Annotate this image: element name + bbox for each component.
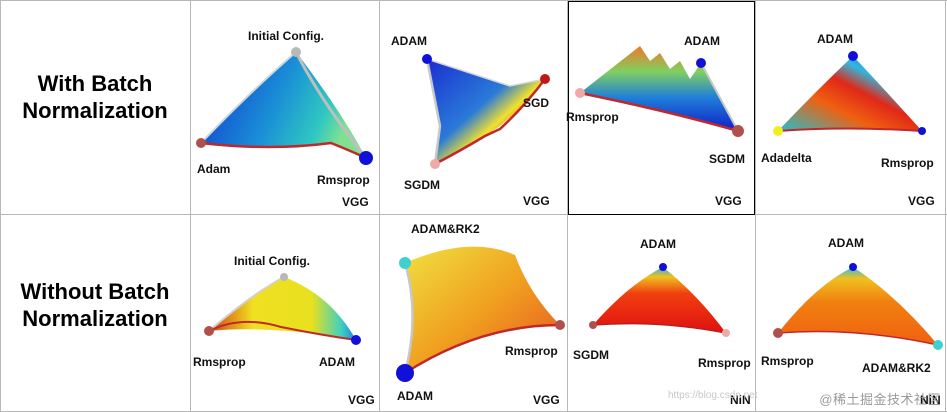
point-label: Initial Config. [234,254,310,268]
panel-bn-vgg-4: ADAM Adadelta Rmsprop VGG [756,1,945,214]
point-label: Adadelta [761,151,812,165]
marker-point [849,263,857,271]
col-divider-1 [190,0,191,412]
row-label-line2: Normalization [22,98,168,123]
right-border [945,0,946,412]
point-label: ADAM [828,236,864,250]
network-label: NiN [920,393,941,407]
col-divider-3 [567,0,568,412]
col-divider-2 [379,0,380,412]
point-label: ADAM&RK2 [411,222,480,236]
panel-nobn-nin-2: ADAM Rmsprop ADAM&RK2 NiN [756,215,945,411]
point-label: Rmsprop [566,110,619,124]
source-url: https://blog.csdn.net [668,390,758,401]
panel-bn-vgg-1: Initial Config. Adam Rmsprop VGG [191,1,379,214]
marker-point [359,151,373,165]
point-label: SGDM [573,348,609,362]
point-label: SGDM [404,178,440,192]
marker-point [848,51,858,61]
row-label-without-bn: Without Batch Normalization [0,278,190,332]
network-label: NiN [730,393,751,407]
marker-point [280,273,288,281]
marker-point [773,126,783,136]
point-label: Rmsprop [193,355,246,369]
loss-surface [575,46,744,137]
loss-surface [196,47,373,165]
marker-point [430,159,440,169]
loss-surface [773,263,943,350]
point-label: Rmsprop [505,344,558,358]
marker-point [291,47,301,57]
marker-point [422,54,432,64]
loss-surface [204,273,361,345]
row-label-with-bn: With Batch Normalization [0,70,190,124]
marker-point [196,138,206,148]
marker-point [351,335,361,345]
marker-point [555,320,565,330]
top-border [0,0,947,1]
network-label: VGG [908,194,935,208]
point-label: SGDM [709,152,745,166]
panel-bn-vgg-3: ADAM Rmsprop SGDM VGG [566,1,755,214]
loss-surface [396,246,565,382]
point-label: Rmsprop [761,354,814,368]
point-label: ADAM [817,32,853,46]
marker-point [732,125,744,137]
marker-point [396,364,414,382]
panel-nobn-nin-1: ADAM SGDM Rmsprop NiN [568,215,755,411]
panel-bn-vgg-2: ADAM SGD SGDM VGG [380,1,567,214]
marker-point [918,127,926,135]
row-label-line2: Normalization [22,306,168,331]
panel-nobn-vgg-2: ADAM&RK2 Rmsprop ADAM VGG [380,215,567,411]
loss-surface [589,263,730,337]
network-label: VGG [533,393,560,407]
point-label: ADAM [391,34,427,48]
point-label: Adam [197,162,231,176]
left-border [0,0,1,412]
marker-point [399,257,411,269]
marker-point [575,88,585,98]
row-label-line1: Without Batch [20,279,170,304]
point-label: SGD [523,96,550,110]
point-label: Rmsprop [317,173,370,187]
loss-surface [773,51,926,136]
marker-point [589,321,597,329]
point-label: Rmsprop [698,356,751,370]
marker-point [696,58,706,68]
point-label: Initial Config. [248,29,324,43]
network-label: VGG [342,195,369,209]
highlight-box [568,1,755,215]
marker-point [773,328,783,338]
marker-point [933,340,943,350]
panel-nobn-vgg-1: Initial Config. Rmsprop ADAM VGG [191,215,379,411]
row-label-line1: With Batch [37,71,153,96]
network-label: VGG [715,194,742,208]
point-label: ADAM&RK2 [862,361,931,375]
point-label: Rmsprop [881,156,934,170]
point-label: ADAM [640,237,676,251]
watermark: @稀土掘金技术社区 [819,392,941,407]
point-label: ADAM [397,389,433,403]
point-label: ADAM [684,34,720,48]
loss-surface [422,54,550,169]
network-label: VGG [348,393,375,407]
marker-point [204,326,214,336]
col-divider-4 [755,0,756,412]
marker-point [659,263,667,271]
marker-point [722,329,730,337]
marker-point [540,74,550,84]
point-label: ADAM [319,355,355,369]
network-label: VGG [523,194,550,208]
row-divider [0,214,947,215]
